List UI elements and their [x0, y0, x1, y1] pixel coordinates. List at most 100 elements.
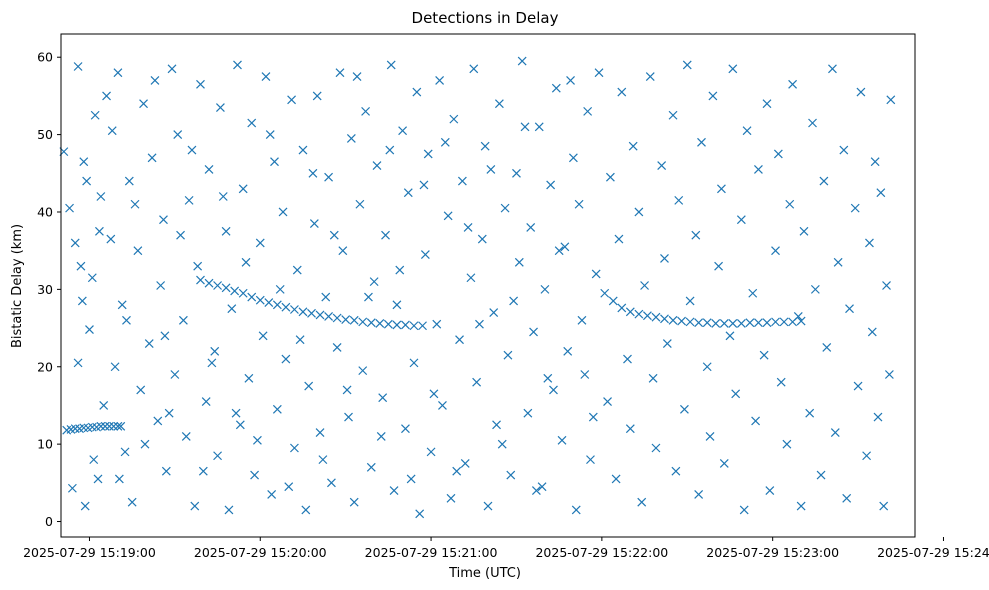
detection-point	[272, 300, 282, 310]
detection-point	[728, 318, 738, 328]
detection-point	[882, 281, 891, 290]
detection-point	[329, 230, 339, 240]
detection-point	[307, 308, 316, 318]
detection-point	[381, 230, 390, 240]
detection-point	[489, 308, 499, 318]
detection-point	[255, 238, 265, 248]
detection-point	[231, 408, 241, 418]
detection-point	[623, 354, 632, 364]
detection-point	[304, 381, 314, 391]
detection-point	[376, 431, 386, 441]
detection-point	[540, 284, 550, 294]
detection-point	[244, 373, 254, 383]
detection-point	[594, 68, 604, 78]
detection-point	[375, 318, 385, 328]
detection-point	[694, 318, 704, 328]
detection-point	[144, 339, 154, 348]
x-axis: 2025-07-29 15:19:00 2025-07-29 15:20:00 20…	[23, 537, 989, 560]
detection-point	[543, 373, 553, 383]
detection-point	[452, 466, 462, 476]
detection-point	[298, 307, 308, 317]
detection-point	[662, 339, 672, 348]
detection-point	[728, 64, 738, 74]
detection-point	[318, 455, 328, 465]
detection-point	[65, 203, 74, 213]
detection-point	[116, 421, 126, 431]
detection-point	[290, 305, 299, 314]
detection-point	[315, 428, 325, 437]
detection-point	[272, 404, 282, 414]
detection-point	[82, 176, 92, 186]
detection-point	[136, 385, 146, 395]
detection-point	[591, 269, 601, 279]
detection-point	[799, 226, 809, 236]
detection-point	[298, 145, 308, 155]
detection-point	[580, 370, 590, 379]
detection-point	[819, 176, 829, 186]
y-tick-label: 20	[37, 359, 53, 374]
detection-point	[315, 310, 325, 320]
detection-point	[708, 91, 718, 101]
detection-point	[850, 203, 860, 213]
detection-point	[409, 321, 419, 331]
detection-point	[95, 226, 104, 236]
detection-point	[873, 412, 883, 422]
x-axis-label: Time (UTC)	[448, 566, 521, 581]
detection-point	[361, 106, 371, 116]
detection-point	[170, 370, 180, 379]
detection-point	[828, 64, 837, 74]
detection-point	[625, 307, 635, 317]
detection-point	[554, 246, 564, 256]
detection-point	[867, 327, 877, 337]
detection-point	[651, 312, 661, 322]
detection-point	[671, 466, 681, 476]
detection-point	[250, 470, 259, 480]
detection-point	[102, 91, 111, 101]
detection-point	[546, 180, 556, 190]
detection-point	[76, 261, 86, 271]
detection-point	[392, 300, 402, 310]
detection-point	[842, 493, 852, 503]
detection-point	[736, 318, 746, 328]
detection-point	[603, 397, 612, 407]
detection-point	[184, 195, 194, 205]
detection-point	[677, 316, 686, 326]
detection-point	[292, 265, 302, 275]
detection-point	[642, 311, 652, 321]
detection-point	[679, 404, 689, 414]
detection-point	[480, 141, 490, 151]
detection-point	[139, 99, 148, 109]
detection-point	[839, 145, 849, 155]
detection-point	[551, 83, 561, 93]
detection-point	[104, 421, 114, 431]
detection-point	[406, 474, 416, 484]
detection-point	[876, 188, 886, 198]
detection-point	[164, 408, 174, 418]
detection-point	[634, 207, 644, 217]
detection-point	[324, 172, 334, 182]
detection-point	[717, 184, 726, 194]
detection-point	[833, 257, 843, 267]
detection-point	[275, 284, 285, 294]
detection-point	[719, 318, 729, 328]
detection-point	[660, 253, 669, 263]
detection-point	[702, 362, 712, 372]
detection-point	[634, 309, 644, 319]
detection-point	[264, 298, 274, 307]
detection-point	[233, 60, 242, 70]
detection-point	[637, 497, 647, 507]
detection-point	[455, 335, 464, 345]
detection-point	[725, 331, 735, 341]
detection-point	[568, 153, 578, 163]
detection-point	[364, 292, 373, 302]
detection-point	[711, 318, 721, 328]
detection-point	[423, 149, 433, 159]
x-tick-label: 2025-07-29 15:22:00	[535, 545, 668, 560]
detection-point	[355, 199, 365, 209]
detection-point	[870, 157, 880, 167]
detection-point	[378, 393, 388, 403]
detection-point	[617, 87, 627, 97]
detection-point	[403, 188, 413, 198]
detection-point	[196, 275, 205, 285]
